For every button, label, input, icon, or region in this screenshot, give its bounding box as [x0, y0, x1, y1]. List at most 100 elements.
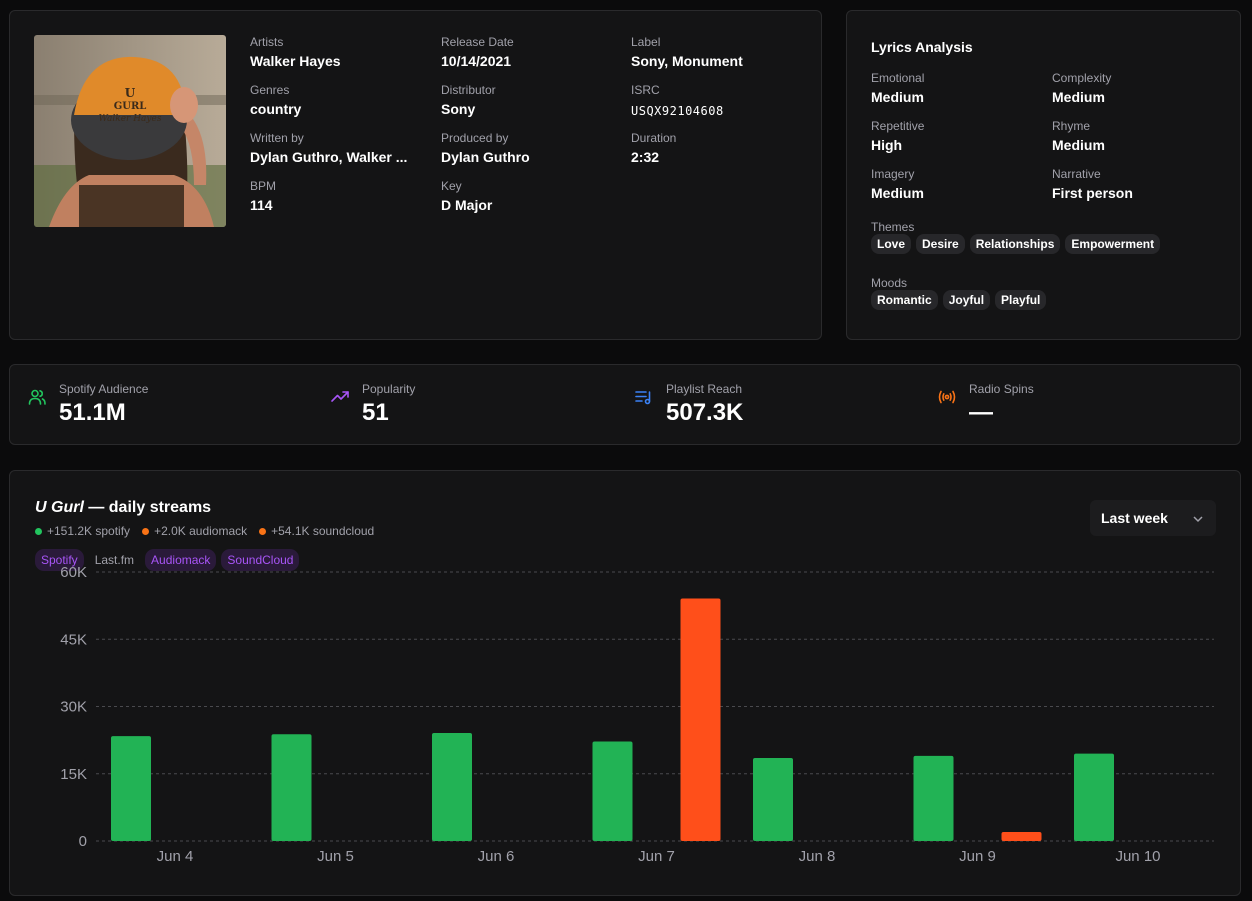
svg-text:U: U: [125, 86, 136, 100]
summary-text: +54.1K soundcloud: [271, 524, 375, 538]
x-tick-label: Jun 10: [1115, 848, 1160, 865]
moods-pill: Joyful: [942, 290, 991, 310]
themes-pill: Desire: [916, 234, 965, 254]
moods-list: Romantic Joyful Playful: [871, 290, 1047, 310]
moods-pill: Playful: [995, 290, 1047, 310]
streams-summary: +151.2K spotify +2.0K audiomack +54.1K sou…: [35, 524, 374, 538]
track-field-value: 10/14/2021: [441, 53, 512, 69]
playlist-icon: [634, 387, 654, 407]
bar-spotify[interactable]: [592, 741, 633, 841]
stat-radio-spins: Radio Spins —: [937, 365, 1217, 445]
lyrics-field-label: Narrative: [1052, 167, 1101, 181]
track-field: Produced by Dylan Guthro: [441, 131, 611, 166]
bar-spotify[interactable]: [432, 732, 472, 841]
radio-icon: [937, 387, 957, 407]
track-field: Written by Dylan Guthro, Walker ...: [250, 131, 420, 166]
themes-pill: Relationships: [969, 234, 1061, 254]
track-field-value: country: [250, 101, 302, 117]
track-field-label: Artists: [250, 35, 284, 49]
lyrics-field: Imagery Medium: [871, 167, 1041, 202]
lyrics-analysis-title: Lyrics Analysis: [871, 39, 973, 55]
stats-bar: Spotify Audience 51.1M Popularity 51 Playlis…: [9, 364, 1241, 445]
x-tick-label: Jun 6: [478, 848, 515, 865]
bar-spotify[interactable]: [913, 755, 954, 841]
summary-item: +2.0K audiomack: [142, 524, 247, 538]
track-field-label: Key: [441, 179, 462, 193]
date-range-value: Last week: [1101, 510, 1168, 526]
track-field: Genres country: [250, 83, 420, 118]
lyrics-field-value: First person: [1052, 185, 1133, 201]
bar-spotify[interactable]: [111, 736, 151, 841]
track-field: Distributor Sony: [441, 83, 611, 118]
track-field-value: USQX92104608: [631, 104, 724, 118]
bar-spotify[interactable]: [1074, 753, 1114, 841]
track-field-value: Sony, Monument: [631, 53, 743, 69]
summary-item: +151.2K spotify: [35, 524, 130, 538]
summary-item: +54.1K soundcloud: [259, 524, 374, 538]
x-tick-label: Jun 9: [959, 848, 996, 865]
themes-pill: Love: [871, 234, 912, 254]
legend-dot-icon: [35, 527, 42, 535]
stat-value: 51: [362, 399, 389, 426]
y-tick-label: 60K: [60, 564, 87, 581]
stat-label: Radio Spins: [969, 382, 1034, 396]
track-field-value: Dylan Guthro, Walker ...: [250, 149, 408, 165]
source-tab-soundcloud[interactable]: SoundCloud: [221, 549, 300, 571]
track-field: Duration 2:32: [631, 131, 801, 166]
source-tab-lastfm[interactable]: Last.fm: [94, 553, 135, 567]
legend-dot-icon: [259, 527, 267, 535]
track-field-value: 2:32: [631, 149, 660, 165]
track-field: Release Date 10/14/2021: [441, 35, 611, 70]
moods-label: Moods: [871, 276, 908, 290]
daily-streams-card: U Gurl — daily streams +151.2K spotify +2…: [9, 470, 1241, 896]
cover-art-image: U GURL Walker Hayes: [34, 35, 226, 227]
y-tick-label: 45K: [60, 631, 87, 648]
x-tick-label: Jun 8: [799, 848, 836, 865]
bar-spotify[interactable]: [753, 758, 793, 841]
legend-dot-icon: [142, 527, 150, 535]
lyrics-field-value: Medium: [871, 185, 924, 201]
y-tick-label: 15K: [60, 766, 87, 783]
themes-pill: Empowerment: [1065, 234, 1161, 254]
bar-audiomack[interactable]: [1001, 832, 1042, 841]
lyrics-field-label: Rhyme: [1052, 119, 1091, 133]
chart-title-song: U Gurl: [35, 499, 84, 516]
stat-label: Spotify Audience: [59, 382, 149, 396]
bar-soundcloud[interactable]: [680, 598, 721, 841]
svg-text:Walker Hayes: Walker Hayes: [99, 114, 162, 124]
track-field: BPM 114: [250, 179, 420, 214]
lyrics-field: Narrative First person: [1052, 167, 1222, 202]
lyrics-analysis-card: Lyrics Analysis Emotional Medium Complexit…: [846, 10, 1241, 340]
track-field-label: Written by: [250, 131, 304, 145]
source-tab-spotify[interactable]: Spotify: [35, 549, 84, 571]
trending-up-icon: [330, 387, 350, 407]
date-range-select[interactable]: Last week: [1090, 500, 1216, 536]
track-field-value: Walker Hayes: [250, 53, 341, 69]
track-field-label: Distributor: [441, 83, 496, 97]
stat-label: Popularity: [362, 382, 416, 396]
source-tab-audiomack[interactable]: Audiomack: [145, 549, 217, 571]
lyrics-field-label: Complexity: [1052, 71, 1112, 85]
summary-text: +151.2K spotify: [47, 524, 131, 538]
lyrics-field: Emotional Medium: [871, 71, 1041, 106]
stat-value: 51.1M: [59, 399, 126, 426]
users-icon: [27, 387, 47, 407]
x-tick-label: Jun 7: [638, 848, 675, 865]
stat-value: 507.3K: [666, 399, 744, 426]
track-field: ISRC USQX92104608: [631, 83, 801, 120]
x-tick-label: Jun 5: [317, 848, 354, 865]
bar-spotify[interactable]: [271, 734, 312, 841]
track-field-value: Dylan Guthro: [441, 149, 530, 165]
track-field-label: BPM: [250, 179, 277, 193]
streams-bar-chart: 0 15K 30K 45K 60K Jun 4 Jun 5 Jun 6 Jun 7 Jun 8 Ju…: [60, 564, 1214, 865]
themes-list: Love Desire Relationships Empowerment: [871, 234, 1161, 254]
track-details-card: U GURL Walker Hayes Artists Walker Hayes R…: [9, 10, 822, 340]
lyrics-field-value: High: [871, 137, 903, 153]
themes-label: Themes: [871, 220, 915, 234]
track-field-label: Duration: [631, 131, 677, 145]
lyrics-field-value: Medium: [1052, 89, 1105, 105]
x-tick-label: Jun 4: [157, 848, 194, 865]
lyrics-field-value: Medium: [1052, 137, 1105, 153]
lyrics-field-value: Medium: [871, 89, 924, 105]
track-field-value: D Major: [441, 197, 493, 213]
